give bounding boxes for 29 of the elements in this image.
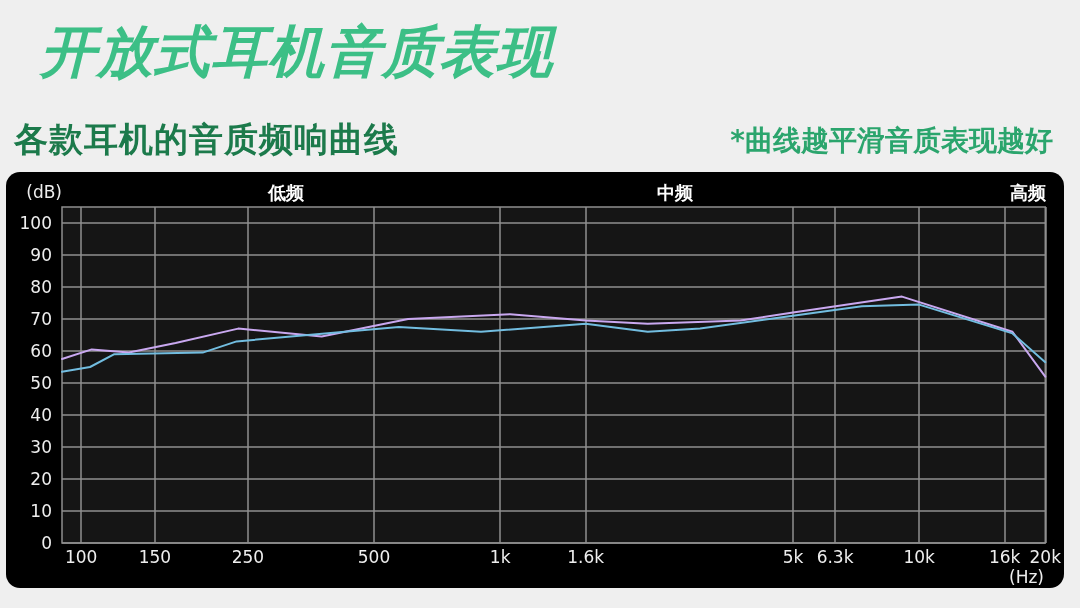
y-tick-label: 100	[19, 213, 52, 233]
text: 低频	[266, 181, 305, 203]
y-tick-label: 70	[30, 309, 52, 329]
text: *曲线越平滑音质表现越好	[730, 124, 1053, 158]
y-tick-label: 60	[30, 341, 52, 361]
y-tick-label: 80	[30, 277, 52, 297]
y-tick-label: 0	[41, 533, 52, 553]
y-tick-label: 10	[30, 501, 52, 521]
y-axis-title: (dB)	[26, 181, 62, 202]
x-tick-label: 100	[64, 546, 98, 567]
chart-subtitle: 各款耳机的音质频响曲线	[14, 119, 399, 159]
x-tick-label: 10k	[903, 546, 936, 567]
y-tick-label: 50	[30, 373, 52, 393]
y-tick-label: 20	[30, 469, 52, 489]
x-tick-label: 500	[357, 546, 391, 567]
text: 中频	[657, 181, 695, 203]
y-tick-label: 30	[30, 437, 52, 457]
x-tick-label: 250	[231, 546, 265, 567]
x-tick-label: 6.3k	[816, 546, 854, 567]
x-tick-label: 1.6k	[567, 546, 605, 567]
x-tick-label: 5k	[782, 546, 804, 567]
x-tick-label: 1k	[489, 546, 511, 567]
y-tick-label: 90	[30, 245, 52, 265]
x-axis-title: (Hz)	[1009, 566, 1045, 587]
x-tick-label: 20k	[1029, 546, 1062, 567]
x-tick-label: 150	[138, 546, 172, 567]
y-tick-label: 40	[30, 405, 52, 425]
x-tick-label: 16k	[988, 546, 1021, 567]
text: 高频	[1010, 181, 1047, 203]
